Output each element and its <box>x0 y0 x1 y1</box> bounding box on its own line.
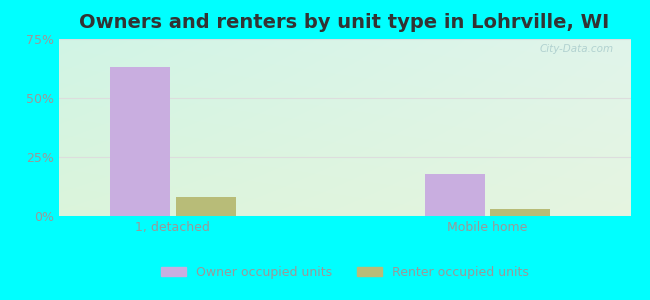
Text: City-Data.com: City-Data.com <box>540 44 614 54</box>
Bar <box>424 173 485 216</box>
Title: Owners and renters by unit type in Lohrville, WI: Owners and renters by unit type in Lohrv… <box>79 13 610 32</box>
Bar <box>176 197 236 216</box>
Legend: Owner occupied units, Renter occupied units: Owner occupied units, Renter occupied un… <box>155 261 534 284</box>
Bar <box>110 67 170 216</box>
Bar <box>490 209 551 216</box>
